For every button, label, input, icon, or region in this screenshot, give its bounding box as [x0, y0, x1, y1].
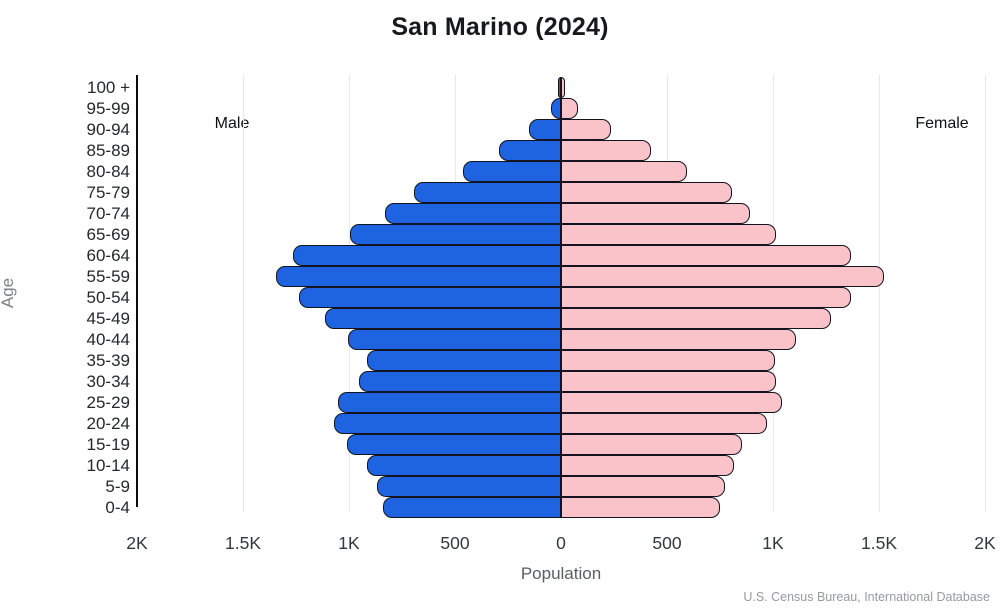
male-bar-35-39: [366, 350, 561, 371]
female-bar-45-49: [561, 308, 831, 329]
male-bar-55-59: [276, 266, 561, 287]
male-bar-90-94: [529, 119, 561, 140]
male-bar-5-9: [376, 476, 561, 497]
age-label: 45-49: [86, 309, 130, 328]
age-label: 40-44: [86, 330, 130, 349]
age-label: 15-19: [86, 435, 130, 454]
male-bar-95-99: [550, 98, 561, 119]
female-series-label: Female: [915, 115, 969, 132]
female-bar-0-4: [561, 497, 720, 518]
age-label: 20-24: [86, 414, 130, 433]
female-bar-85-89: [561, 140, 652, 161]
source-credit: U.S. Census Bureau, International Databa…: [743, 590, 990, 604]
male-bar-70-74: [385, 203, 561, 224]
age-label: 80-84: [86, 162, 130, 181]
age-label: 50-54: [86, 288, 130, 307]
age-label: 95-99: [86, 99, 130, 118]
x-tick-label: 1.5K: [225, 533, 261, 553]
female-bar-55-59: [561, 266, 884, 287]
chart-title: San Marino (2024): [391, 13, 609, 41]
female-bar-95-99: [561, 98, 578, 119]
male-bar-10-14: [366, 455, 561, 476]
x-axis-title: Population: [520, 564, 602, 583]
age-label: 85-89: [86, 141, 130, 160]
x-tick-label: 2K: [126, 533, 148, 553]
age-label: 0-4: [105, 498, 130, 517]
x-tick-label: 500: [440, 533, 470, 553]
female-bar-75-79: [561, 182, 732, 203]
male-bar-40-44: [348, 329, 561, 350]
age-label: 10-14: [86, 456, 130, 475]
gridline: [243, 75, 244, 512]
age-label: 90-94: [86, 120, 130, 139]
age-label: 30-34: [86, 372, 130, 391]
male-bar-60-64: [292, 245, 561, 266]
female-bar-60-64: [561, 245, 851, 266]
x-tick-label: 1K: [762, 533, 784, 553]
age-label: 65-69: [86, 225, 130, 244]
male-bar-50-54: [299, 287, 561, 308]
female-bar-80-84: [561, 161, 687, 182]
age-label: 70-74: [86, 204, 130, 223]
male-bar-65-69: [350, 224, 561, 245]
age-label: 75-79: [86, 183, 130, 202]
x-tick-label: 1K: [338, 533, 360, 553]
male-bar-25-29: [338, 392, 561, 413]
female-bar-30-34: [561, 371, 777, 392]
x-tick-label: 0: [556, 533, 566, 553]
age-label: 35-39: [86, 351, 130, 370]
gridline: [985, 75, 986, 512]
age-label: 5-9: [105, 477, 130, 496]
age-axis-title: Age: [0, 277, 17, 309]
female-bar-90-94: [561, 119, 612, 140]
female-bar-40-44: [561, 329, 796, 350]
female-bar-50-54: [561, 287, 852, 308]
age-label: 55-59: [86, 267, 130, 286]
male-bar-85-89: [499, 140, 561, 161]
male-bar-45-49: [325, 308, 561, 329]
x-tick-labels: 2K 1.5K 1K 500 0 500 1K 1.5K 2K: [126, 533, 995, 555]
gridline: [879, 75, 880, 512]
male-bar-80-84: [463, 161, 561, 182]
female-bar-5-9: [561, 476, 726, 497]
female-bar-25-29: [561, 392, 782, 413]
female-bar-10-14: [561, 455, 735, 476]
plot-area: [136, 75, 986, 518]
male-series-label: Male: [214, 115, 250, 132]
female-bar-20-24: [561, 413, 768, 434]
age-label: 60-64: [86, 246, 130, 265]
male-bar-20-24: [333, 413, 561, 434]
male-bar-0-4: [383, 497, 561, 518]
male-bar-30-34: [359, 371, 561, 392]
female-bar-100+: [561, 77, 566, 98]
male-bar-15-19: [346, 434, 561, 455]
age-label: 100 +: [86, 78, 130, 97]
female-bar-15-19: [561, 434, 743, 455]
age-label: 25-29: [86, 393, 130, 412]
y-axis-line: [136, 75, 138, 507]
x-tick-label: 2K: [974, 533, 996, 553]
female-bar-65-69: [561, 224, 776, 245]
male-bar-75-79: [414, 182, 561, 203]
x-tick-label: 500: [652, 533, 682, 553]
x-tick-label: 1.5K: [861, 533, 897, 553]
female-bar-70-74: [561, 203, 750, 224]
male-bar-100+: [558, 77, 561, 98]
female-bar-35-39: [561, 350, 776, 371]
